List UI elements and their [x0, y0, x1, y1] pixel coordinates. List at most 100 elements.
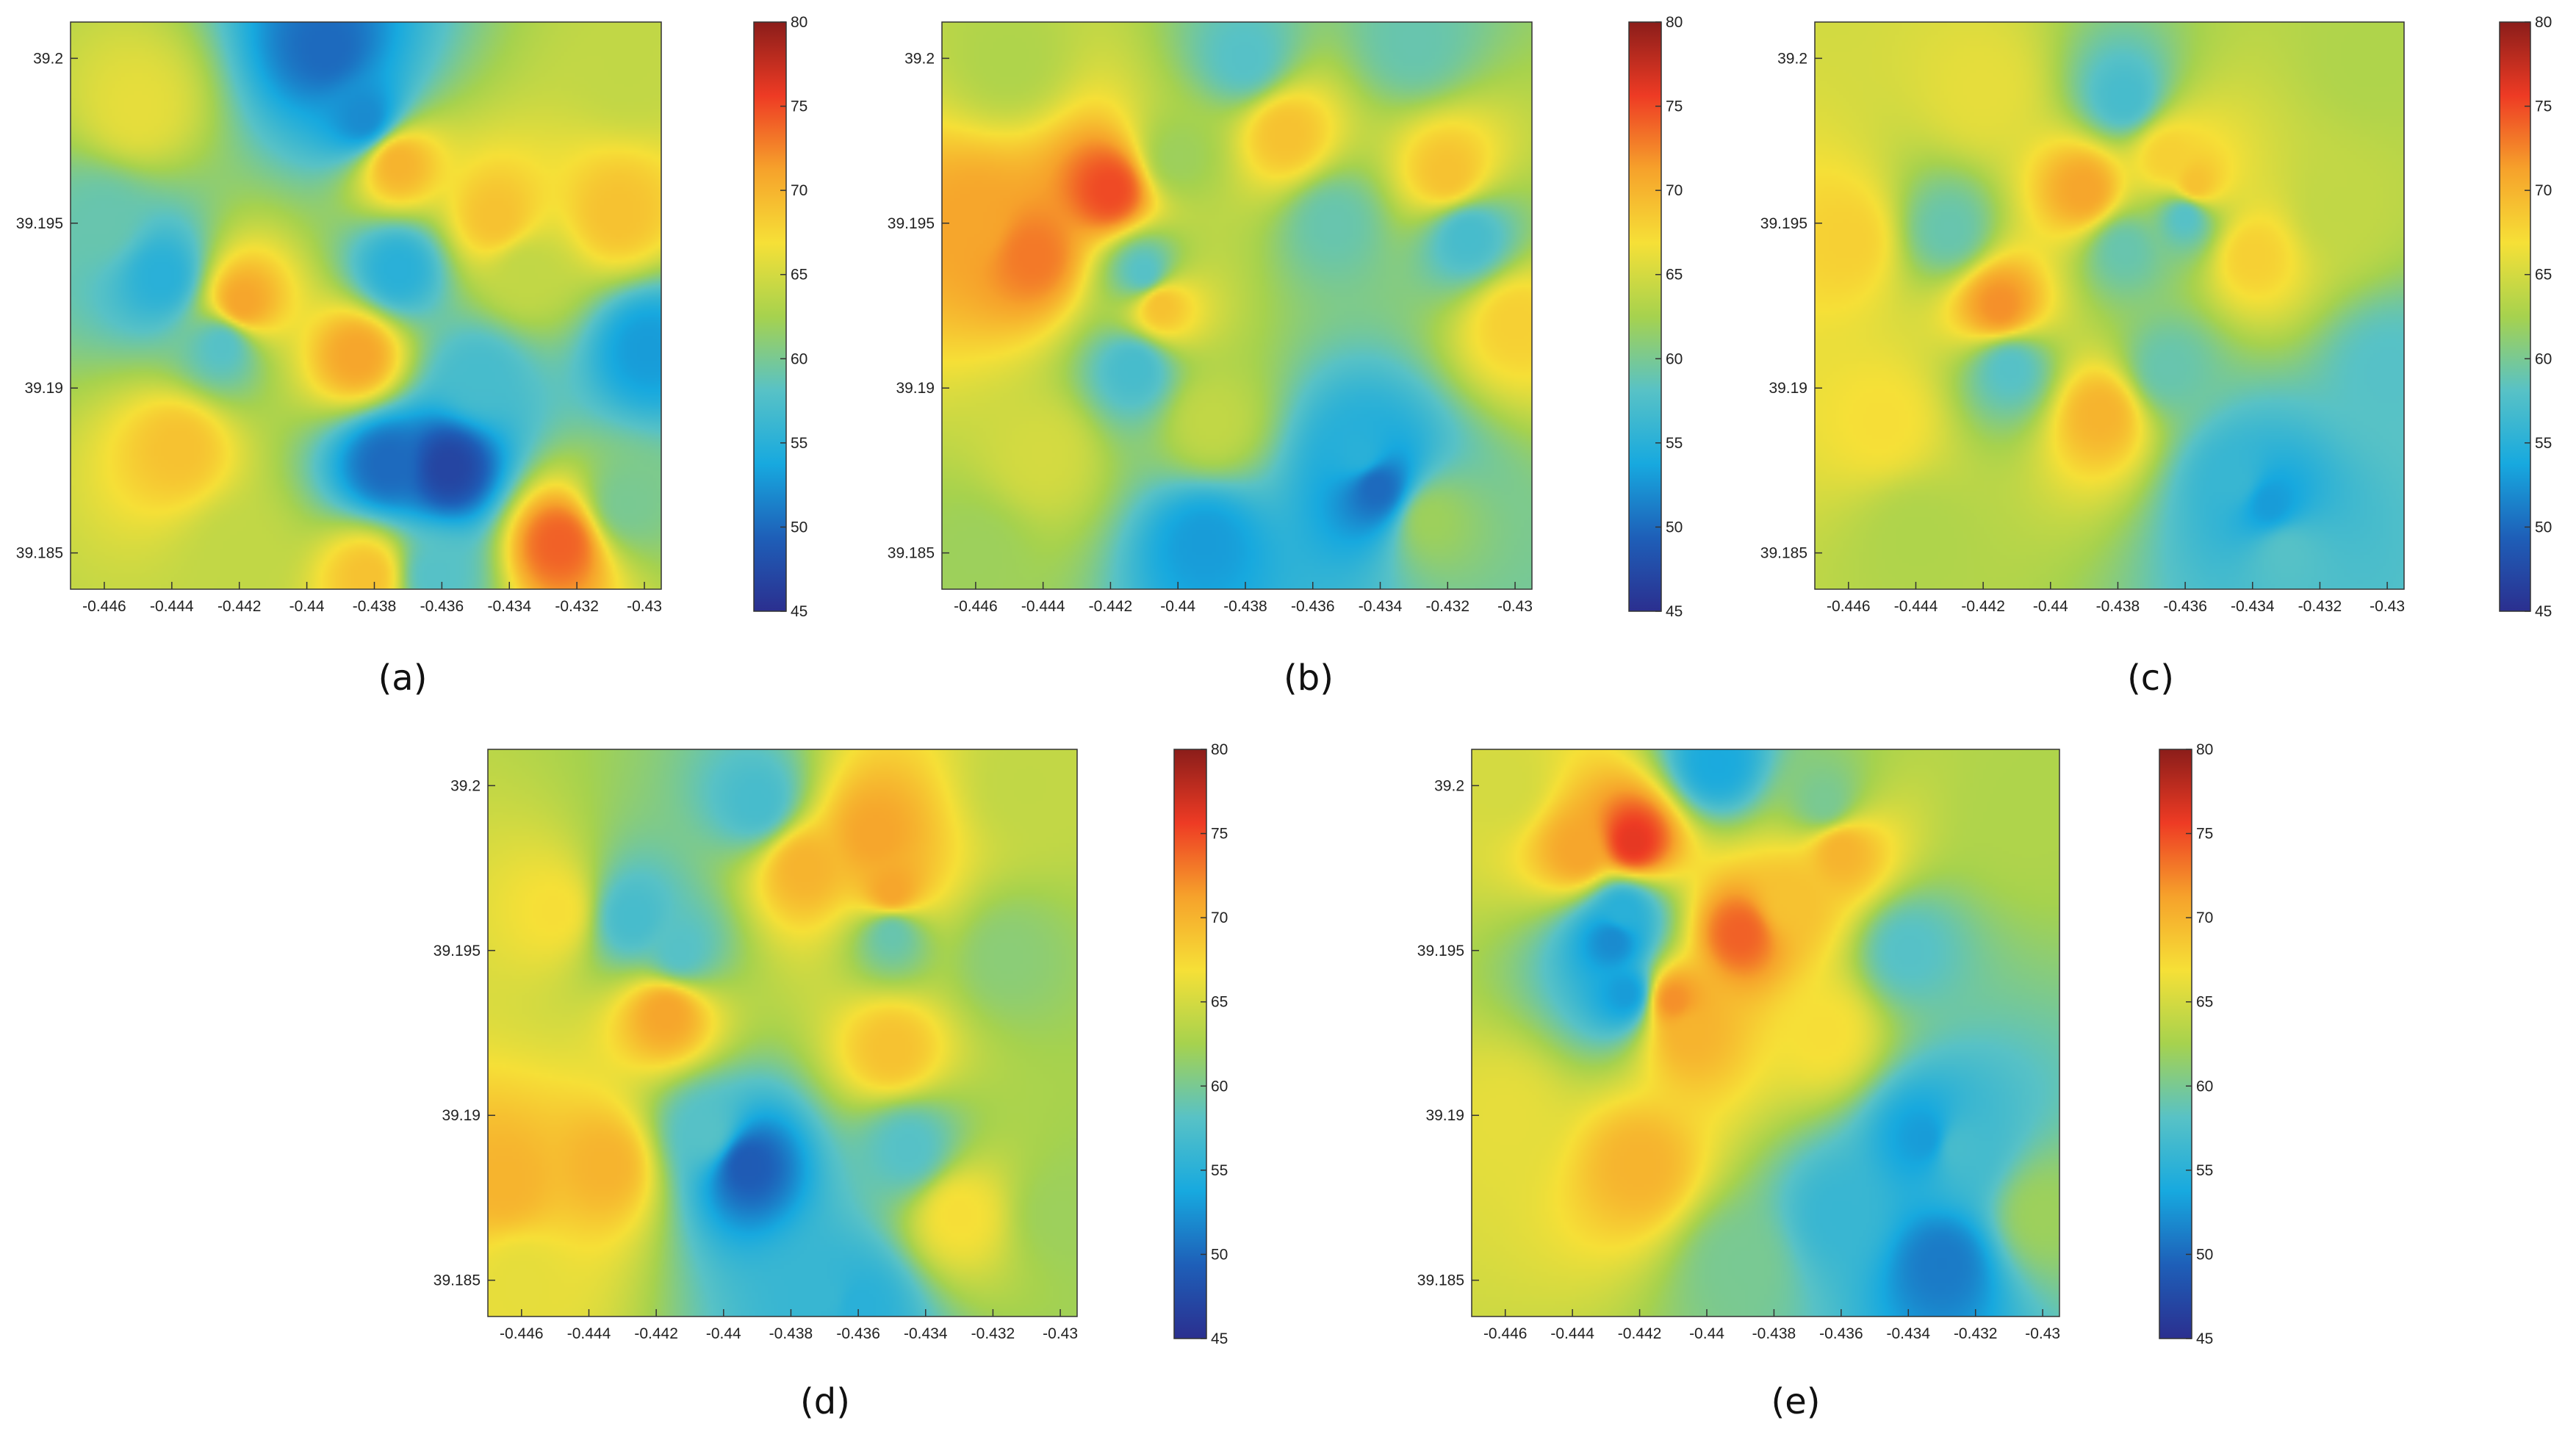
x-tick-label: -0.434 [1359, 598, 1403, 615]
colorbar [1628, 21, 1662, 612]
x-tick-label: -0.43 [627, 598, 662, 615]
colorbar-tick-label: 45 [2535, 603, 2552, 620]
y-tick-label: 39.195 [433, 943, 481, 959]
colorbar-tick-label: 45 [2196, 1330, 2213, 1347]
x-tick-label: -0.436 [1291, 598, 1335, 615]
x-tick-label: -0.438 [1752, 1325, 1796, 1342]
y-tick-label: 39.185 [1760, 545, 1807, 562]
panel-caption-b: (b) [1284, 658, 1334, 699]
plot-frame [70, 21, 662, 590]
y-tick-label: 39.195 [16, 215, 63, 232]
colorbar-tick-label: 50 [791, 519, 807, 536]
y-tick-label: 39.19 [1425, 1107, 1464, 1124]
colorbar-tick-label: 80 [791, 14, 807, 31]
x-tick-label: -0.434 [904, 1325, 948, 1342]
y-tick-label: 39.195 [1417, 943, 1464, 959]
x-tick-label: -0.44 [2033, 598, 2068, 615]
x-tick-label: -0.442 [1089, 598, 1133, 615]
colorbar-tick-label: 65 [2196, 994, 2213, 1011]
x-tick-label: -0.44 [1160, 598, 1195, 615]
x-tick-label: -0.436 [2163, 598, 2207, 615]
y-tick-label: 39.195 [888, 215, 935, 232]
heatmap-surface [1815, 22, 2404, 589]
y-tick-label: 39.185 [16, 545, 63, 562]
colorbar-tick-label: 80 [2196, 741, 2213, 758]
x-tick-label: -0.44 [289, 598, 325, 615]
colorbar-tick-label: 60 [2535, 350, 2552, 367]
colorbar [2499, 21, 2531, 612]
x-tick-label: -0.43 [2370, 598, 2405, 615]
panel-a: -0.446 -0.444 -0.442 -0.44 -0.438 -0.436 -0.43… [0, 0, 859, 735]
x-tick-label: -0.446 [82, 598, 126, 615]
panel-d: -0.446 -0.444 -0.442 -0.44 -0.438 -0.436 -0.43… [416, 727, 1275, 1448]
colorbar-tick-label: 70 [1211, 909, 1228, 926]
x-tick-label: -0.436 [836, 1325, 880, 1342]
colorbar-tick-label: 60 [791, 350, 807, 367]
x-tick-label: -0.446 [954, 598, 998, 615]
x-tick-label: -0.438 [2096, 598, 2140, 615]
x-tick-label: -0.442 [634, 1325, 678, 1342]
colorbar-tick-label: 55 [791, 435, 807, 452]
colorbar-tick-label: 80 [2535, 14, 2552, 31]
colorbar-tick-label: 45 [1666, 603, 1683, 620]
panel-caption-c: (c) [2127, 658, 2174, 699]
colorbar-tick-label: 80 [1211, 741, 1228, 758]
x-tick-label: -0.432 [1954, 1325, 1998, 1342]
colorbar-tick-label: 60 [1666, 350, 1683, 367]
colorbar-tick-label: 50 [2535, 519, 2552, 536]
y-tick-label: 39.2 [1434, 777, 1464, 794]
x-tick-label: -0.442 [1961, 598, 2005, 615]
colorbar-tick-label: 70 [791, 182, 807, 199]
x-tick-label: -0.444 [1021, 598, 1065, 615]
panel-caption-d: (d) [800, 1381, 850, 1422]
y-tick-label: 39.19 [896, 380, 935, 397]
colorbar-tick-label: 55 [1666, 435, 1683, 452]
y-tick-label: 39.19 [24, 380, 63, 397]
colorbar-tick-label: 75 [1666, 98, 1683, 115]
x-tick-label: -0.446 [500, 1325, 544, 1342]
x-tick-label: -0.44 [706, 1325, 741, 1342]
x-tick-label: -0.432 [2298, 598, 2342, 615]
x-tick-label: -0.442 [1618, 1325, 1662, 1342]
x-tick-label: -0.436 [420, 598, 464, 615]
colorbar-tick-label: 70 [1666, 182, 1683, 199]
x-tick-label: -0.432 [555, 598, 599, 615]
colorbar-tick-label: 50 [2196, 1246, 2213, 1263]
colorbar-tick-label: 50 [1666, 519, 1683, 536]
plot-frame [941, 21, 1533, 590]
y-tick-label: 39.195 [1760, 215, 1807, 232]
heatmap-a: -0.446 -0.444 -0.442 -0.44 -0.438 -0.436 -0.43… [16, 14, 808, 620]
x-tick-label: -0.432 [971, 1325, 1015, 1342]
colorbar-tick-label: 50 [1211, 1246, 1228, 1263]
colorbar-tick-label: 70 [2535, 182, 2552, 199]
colorbar-tick-label: 65 [1211, 994, 1228, 1011]
x-tick-label: -0.446 [1483, 1325, 1528, 1342]
colorbar-tick-label: 60 [1211, 1078, 1228, 1095]
x-tick-label: -0.44 [1689, 1325, 1724, 1342]
y-tick-label: 39.185 [433, 1272, 481, 1289]
x-tick-label: -0.434 [2231, 598, 2275, 615]
x-tick-label: -0.43 [1497, 598, 1533, 615]
heatmap-d: -0.446 -0.444 -0.442 -0.44 -0.438 -0.436 -0.43… [433, 741, 1228, 1347]
x-tick-label: -0.436 [1819, 1325, 1863, 1342]
x-tick-label: -0.43 [1043, 1325, 1078, 1342]
plot-frame [487, 749, 1078, 1317]
x-tick-label: -0.434 [487, 598, 531, 615]
y-tick-label: 39.2 [450, 777, 481, 794]
y-tick-label: 39.2 [33, 50, 63, 67]
colorbar-tick-label: 65 [791, 267, 807, 284]
heatmap-surface [71, 22, 661, 589]
y-tick-label: 39.19 [442, 1107, 481, 1124]
panel-caption-a: (a) [378, 658, 428, 699]
heatmap-surface [488, 749, 1077, 1316]
y-tick-label: 39.185 [1417, 1272, 1464, 1289]
panel-caption-e: (e) [1771, 1381, 1821, 1422]
panel-e: -0.446 -0.444 -0.442 -0.44 -0.438 -0.436 -0.43… [1399, 727, 2258, 1448]
colorbar [753, 21, 787, 612]
colorbar-tick-label: 75 [2535, 98, 2552, 115]
colorbar-tick-label: 55 [2196, 1162, 2213, 1179]
y-tick-label: 39.19 [1769, 380, 1807, 397]
heatmap-e: -0.446 -0.444 -0.442 -0.44 -0.438 -0.436 -0.43… [1417, 741, 2214, 1347]
heatmap-b: -0.446 -0.444 -0.442 -0.44 -0.438 -0.436 -0.43… [888, 14, 1683, 620]
x-tick-label: -0.438 [1223, 598, 1267, 615]
